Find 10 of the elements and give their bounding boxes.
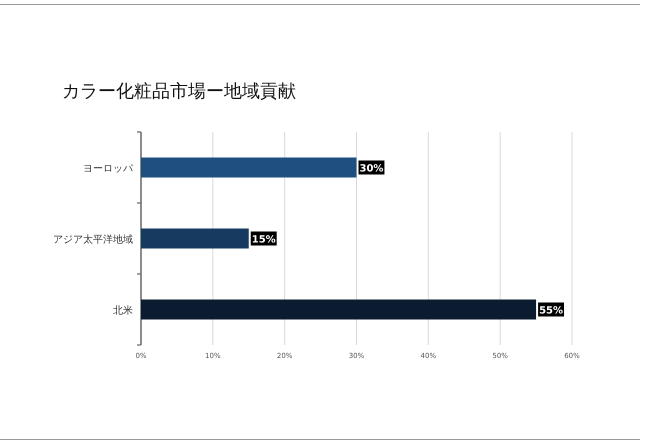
y-tick-label: アジア太平洋地域 — [53, 234, 133, 246]
y-tick-label: 北米 — [113, 304, 133, 316]
data-label: 55% — [539, 306, 564, 316]
bar — [141, 158, 356, 178]
bar — [141, 300, 536, 320]
bar — [141, 228, 249, 248]
chart-title: カラー化粧品市場ー地域貢献 — [62, 81, 296, 102]
data-label: 15% — [252, 234, 276, 246]
y-tick-label: ヨーロッパ — [83, 164, 134, 174]
data-label: 30% — [360, 164, 384, 174]
